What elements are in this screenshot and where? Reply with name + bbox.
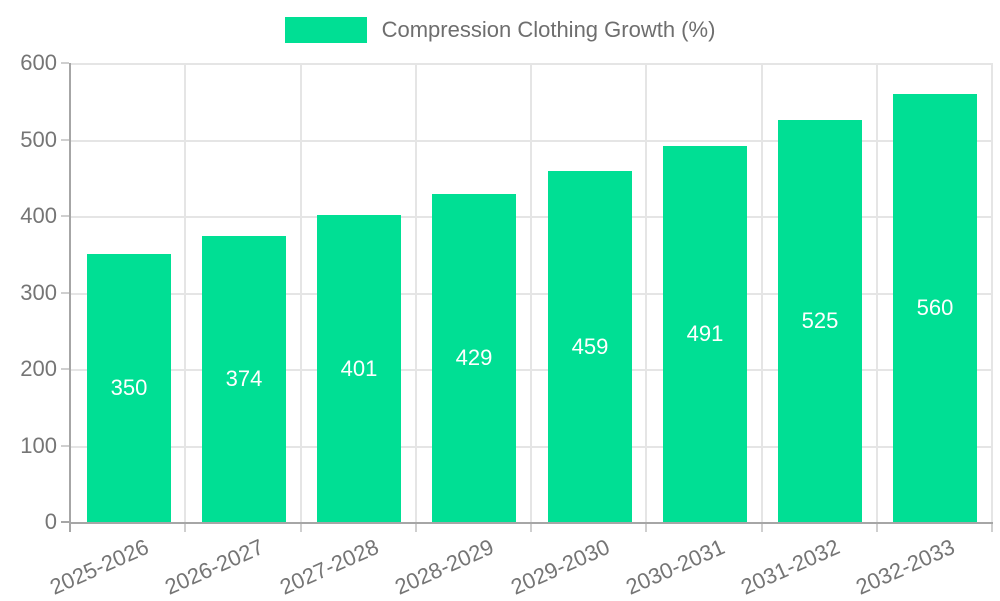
y-axis-tick-mark: [61, 521, 69, 523]
bar: 374: [202, 236, 286, 522]
x-axis-tick-label: 2027-2028: [275, 534, 383, 600]
x-axis-tick-label: 2031-2032: [736, 534, 844, 600]
gridline-vertical: [415, 63, 417, 522]
gridline-vertical: [876, 63, 878, 522]
bar-value-label: 560: [916, 295, 954, 320]
bar: 350: [87, 254, 171, 522]
gridline-horizontal: [71, 446, 993, 448]
x-axis-tick-mark: [300, 524, 302, 532]
bar-value-label: 429: [455, 345, 493, 370]
bar-value-label: 350: [110, 375, 148, 400]
legend[interactable]: Compression Clothing Growth (%): [0, 17, 1000, 43]
legend-label: Compression Clothing Growth (%): [381, 17, 716, 42]
gridline-vertical: [991, 63, 993, 522]
bar-value-label: 374: [225, 366, 263, 391]
x-axis-tick-mark: [761, 524, 763, 532]
x-axis-tick-mark: [876, 524, 878, 532]
gridline-horizontal: [71, 216, 993, 218]
gridline-horizontal: [71, 293, 993, 295]
x-axis-tick-label: 2029-2030: [506, 534, 614, 600]
gridline-horizontal: [71, 369, 993, 371]
plot-area: 350 374 401 429 459 491 525 560: [69, 63, 993, 524]
legend-swatch: [284, 17, 367, 43]
bar: 459: [548, 171, 632, 522]
x-axis-tick-mark: [991, 524, 993, 532]
x-axis-tick-label: 2025-2026: [45, 534, 153, 600]
bar-value-label: 401: [340, 355, 378, 381]
y-axis-tick-label: 0: [44, 509, 57, 534]
y-axis-tick-label: 500: [20, 127, 57, 152]
x-axis-tick-label: 2028-2029: [390, 534, 498, 600]
gridline-horizontal: [71, 63, 993, 65]
y-axis-tick-mark: [61, 139, 69, 141]
bar-value-label: 525: [801, 308, 839, 333]
y-axis-tick-label: 300: [20, 280, 57, 305]
x-axis-tick-label: 2030-2031: [621, 534, 729, 600]
bar-value-label: 491: [686, 321, 724, 346]
gridline-vertical: [761, 63, 763, 522]
x-axis-tick-mark: [415, 524, 417, 532]
y-axis-tick-mark: [61, 445, 69, 447]
gridline-vertical: [530, 63, 532, 522]
bar: 401: [317, 215, 401, 522]
x-axis-tick-mark: [645, 524, 647, 532]
bar: 525: [778, 120, 862, 522]
y-axis-tick-label: 600: [20, 50, 57, 75]
y-axis-tick-mark: [61, 368, 69, 370]
bar: 429: [432, 194, 516, 522]
bar: 560: [893, 94, 977, 522]
bar: 491: [663, 146, 747, 522]
gridline-vertical: [645, 63, 647, 522]
y-axis-tick-mark: [61, 292, 69, 294]
x-axis-tick-mark: [530, 524, 532, 532]
gridline-vertical: [300, 63, 302, 522]
x-axis-tick-label: 2032-2033: [851, 534, 959, 600]
y-axis-tick-mark: [61, 62, 69, 64]
y-axis-tick-label: 100: [20, 433, 57, 458]
x-axis-tick-mark: [184, 524, 186, 532]
gridline-vertical: [184, 63, 186, 522]
x-axis-tick-mark: [69, 524, 71, 532]
x-axis-tick-label: 2026-2027: [160, 534, 268, 600]
y-axis-tick-label: 200: [20, 356, 57, 381]
y-axis-tick-label: 400: [20, 203, 57, 228]
bar-value-label: 459: [571, 333, 609, 359]
y-axis-tick-mark: [61, 215, 69, 217]
gridline-horizontal: [71, 140, 993, 142]
